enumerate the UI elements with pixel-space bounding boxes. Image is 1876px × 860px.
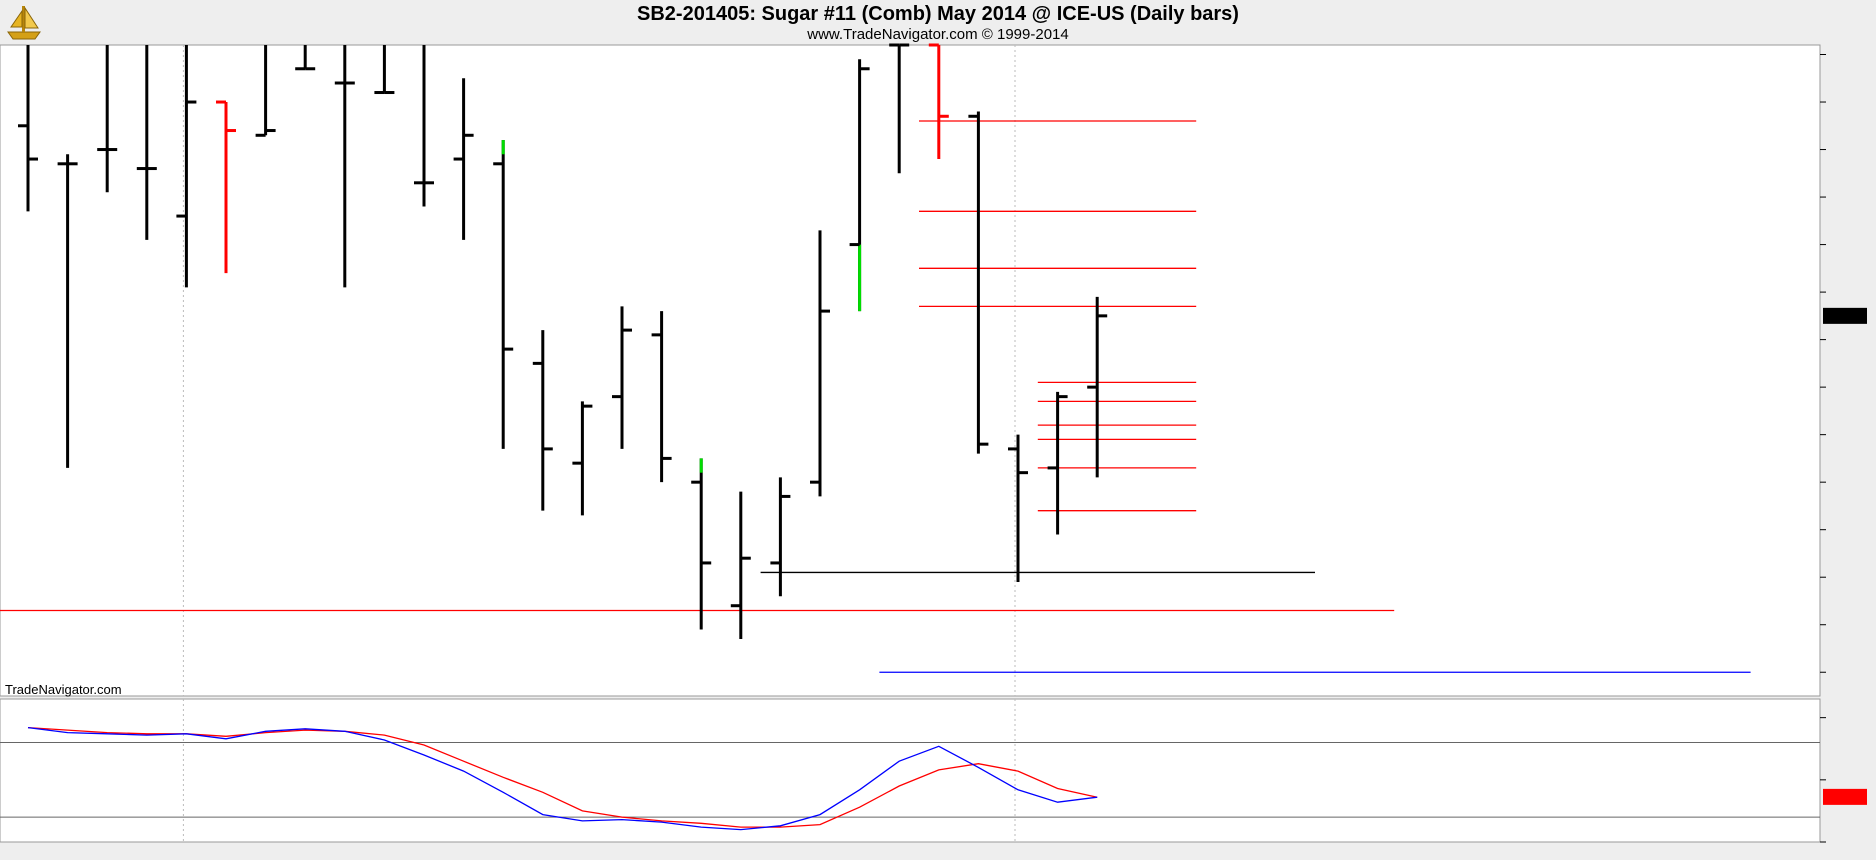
ohlc-bar	[691, 458, 712, 630]
ohlc-bar	[374, 45, 395, 95]
ohlc-bar	[651, 311, 672, 483]
price-panel	[0, 44, 1821, 697]
ohlc-bar	[1087, 296, 1108, 478]
ohlc-bar	[414, 45, 434, 207]
ohlc-bar	[18, 45, 38, 212]
ohlc-bar	[57, 154, 78, 468]
ohlc-bar	[216, 100, 236, 274]
chart-subtitle: www.TradeNavigator.com © 1999-2014	[807, 26, 1069, 43]
stoch-series-line	[27, 726, 1098, 828]
ohlc-bar	[295, 45, 316, 71]
ohlc-bar	[176, 45, 197, 288]
ohlc-bar	[770, 477, 791, 597]
gold-ship-logo-icon	[7, 6, 41, 40]
ohlc-bar	[97, 45, 118, 193]
ohlc-bar	[968, 111, 989, 454]
stoch-series-line	[27, 726, 1098, 831]
ohlc-bar	[334, 45, 355, 288]
ohlc-bar	[849, 59, 870, 312]
ohlc-bar	[928, 43, 949, 160]
ohlc-bar	[493, 140, 514, 449]
ohlc-bar	[453, 78, 474, 240]
ohlc-bar	[1008, 434, 1028, 582]
last-price-badge	[1823, 307, 1867, 324]
stoch-last-badge	[1823, 788, 1867, 805]
stochastic-panel	[0, 698, 1821, 843]
ohlc-bar	[612, 306, 632, 449]
ohlc-bar	[889, 43, 910, 174]
ohlc-bar	[730, 491, 751, 639]
ohlc-bar	[572, 401, 593, 516]
ohlc-bar	[1047, 391, 1068, 535]
chart-title: SB2-201405: Sugar #11 (Comb) May 2014 @ …	[637, 3, 1239, 25]
ohlc-bar	[810, 230, 830, 497]
ohlc-bar	[136, 45, 157, 240]
watermark-text: TradeNavigator.com	[5, 682, 122, 697]
ohlc-bar	[255, 45, 276, 137]
ohlc-bar	[532, 330, 553, 511]
